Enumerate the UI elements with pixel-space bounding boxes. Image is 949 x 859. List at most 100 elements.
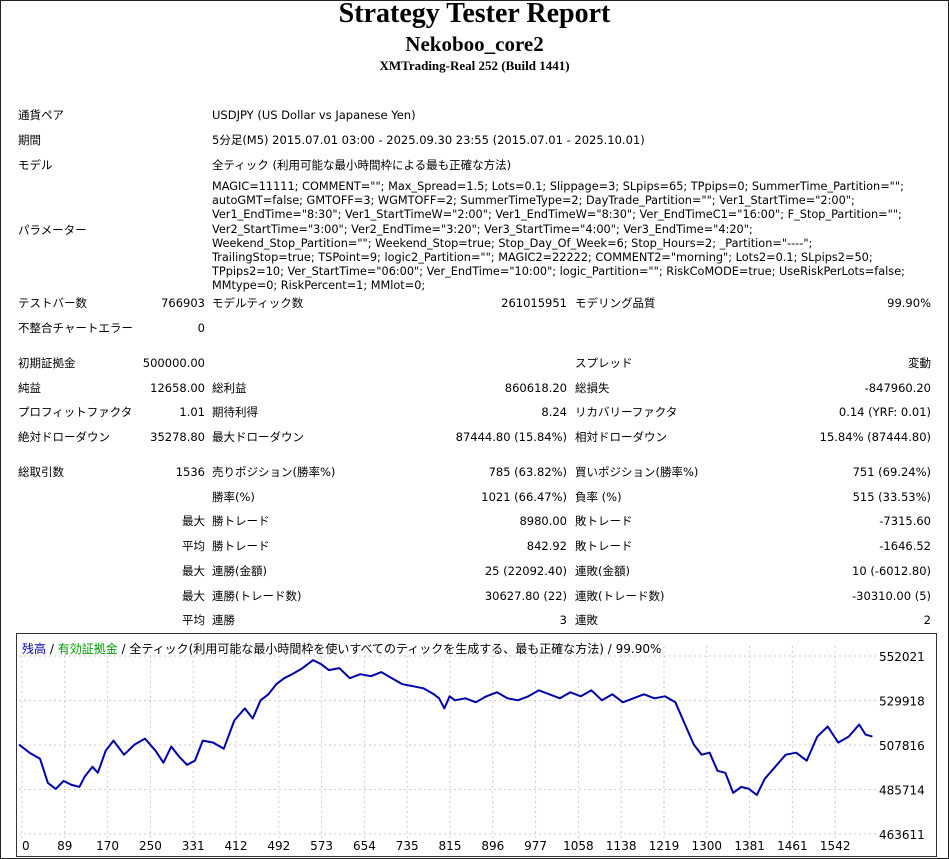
model-label: モデル (18, 158, 53, 172)
short-label: 売りポジション(勝率%) (212, 465, 336, 479)
period-value: 5分足(M5) 2015.07.01 03:00 - 2025.09.30 23… (212, 133, 645, 147)
largest-loss-label: 敗トレード (575, 514, 633, 528)
x-tick-label: 1300 (692, 839, 723, 853)
x-tick-label: 1381 (734, 839, 765, 853)
bars-label: テストバー数 (18, 296, 87, 310)
max-cons-losses-value: 10 (-6012.80) (852, 564, 931, 578)
legend-sep: / (46, 642, 58, 656)
max-cons-wins-value: 25 (22092.40) (484, 564, 567, 578)
recovery-label: リカバリーファクタ (575, 405, 678, 419)
x-tick-label: 0 (22, 839, 30, 853)
legend-balance: 残高 (22, 642, 47, 656)
x-tick-label: 89 (57, 839, 72, 853)
gross-profit-label: 総利益 (212, 381, 247, 395)
x-tick-label: 654 (353, 839, 376, 853)
loss-rate-label: 負率 (%) (575, 490, 622, 504)
max-cons-loss-value: -30310.00 (5) (852, 589, 931, 603)
largest-loss-value: -7315.60 (879, 514, 931, 528)
mismatch-value: 0 (197, 321, 205, 335)
pf-label: プロフィットファクタ (18, 405, 133, 419)
x-tick-label: 735 (396, 839, 419, 853)
avg-loss-label: 敗トレード (575, 539, 633, 553)
x-tick-label: 170 (96, 839, 119, 853)
spread-value: 変動 (908, 356, 931, 370)
symbol-label: 通貨ペア (18, 108, 64, 122)
max-cons-losses-label: 連敗(金額) (575, 564, 630, 578)
legend-rest: 全ティック(利用可能な最小時間枠を使いすべてのティックを生成する、最も正確な方法… (129, 642, 662, 656)
max-prefix: 最大 (182, 589, 205, 603)
loss-rate-value: 515 (33.53%) (852, 490, 931, 504)
long-label: 買いポジション(勝率%) (575, 465, 699, 479)
params-value: MAGIC=11111; COMMENT=""; Max_Spread=1.5;… (212, 180, 905, 293)
spread-label: スプレッド (575, 356, 633, 370)
mismatch-label: 不整合チャートエラー (18, 321, 133, 335)
report-title: Strategy Tester Report (338, 0, 611, 29)
avg-cons-wins-label: 連勝 (212, 613, 235, 627)
period-label: 期間 (18, 133, 41, 147)
y-tick-label: 485714 (879, 784, 925, 798)
x-tick-label: 1461 (777, 839, 808, 853)
abs-dd-value: 35278.80 (150, 430, 205, 444)
x-tick-label: 896 (481, 839, 504, 853)
chart-svg: 0 89 170 250 331 412 492 573 654 735 815 896 977 1058… (18, 646, 925, 853)
bars-value: 766903 (161, 296, 205, 310)
chart-legend: 残高 / 有効証拠金 / 全ティック(利用可能な最小時間枠を使いすべてのティック… (22, 640, 661, 657)
model-value: 全ティック (利用可能な最小時間枠による最も正確な方法) (212, 158, 512, 172)
balance-chart: 0 89 170 250 331 412 492 573 654 735 815 896 977 1058… (16, 633, 937, 857)
rel-dd-label: 相対ドローダウン (575, 430, 667, 444)
max-cons-loss-label: 連敗(トレード数) (575, 589, 665, 603)
win-rate-label: 勝率(%) (212, 490, 255, 504)
max-cons-profit-label: 連勝(トレード数) (212, 589, 302, 603)
max-dd-value: 87444.80 (15.84%) (455, 430, 567, 444)
largest-win-label: 勝トレード (212, 514, 270, 528)
long-value: 751 (69.24%) (852, 465, 931, 479)
x-tick-label: 977 (524, 839, 547, 853)
gross-loss-label: 総損失 (575, 381, 610, 395)
avg-win-label: 勝トレード (212, 539, 270, 553)
y-tick-label: 507816 (879, 739, 925, 753)
avg-win-value: 842.92 (526, 539, 567, 553)
symbol-value: USDJPY (US Dollar vs Japanese Yen) (212, 108, 416, 122)
x-tick-label: 331 (182, 839, 205, 853)
max-dd-label: 最大ドローダウン (212, 430, 304, 444)
avg-prefix: 平均 (182, 613, 205, 627)
avg-cons-losses-label: 連敗 (575, 613, 598, 627)
x-tick-label: 1219 (649, 839, 680, 853)
max-prefix: 最大 (182, 564, 205, 578)
params-label: パラメーター (18, 223, 87, 237)
x-tick-label: 412 (225, 839, 248, 853)
quality-label: モデリング品質 (575, 296, 656, 310)
y-tick-label: 552021 (879, 650, 925, 664)
avg-prefix: 平均 (182, 539, 205, 553)
y-tick-label: 463611 (879, 828, 925, 842)
max-cons-wins-label: 連勝(金額) (212, 564, 267, 578)
win-rate-value: 1021 (66.47%) (481, 490, 567, 504)
deposit-value: 500000.00 (142, 356, 205, 370)
x-tick-label: 573 (310, 839, 333, 853)
avg-loss-value: -1646.52 (879, 539, 931, 553)
pf-value: 1.01 (179, 405, 205, 419)
x-tick-label: 492 (267, 839, 290, 853)
recovery-value: 0.14 (YRF: 0.01) (838, 405, 931, 419)
avg-cons-wins-value: 3 (559, 613, 567, 627)
net-value: 12658.00 (150, 381, 205, 395)
expected-label: 期待利得 (212, 405, 258, 419)
quality-value: 99.90% (887, 296, 931, 310)
rel-dd-value: 15.84% (87444.80) (819, 430, 931, 444)
server-build: XMTrading-Real 252 (Build 1441) (379, 58, 570, 73)
deposit-label: 初期証拠金 (18, 356, 76, 370)
abs-dd-label: 絶対ドローダウン (18, 430, 110, 444)
ticks-label: モデルティック数 (212, 296, 304, 310)
x-tick-label: 1058 (563, 839, 594, 853)
net-label: 純益 (18, 381, 41, 395)
ticks-value: 261015951 (501, 296, 567, 310)
max-prefix: 最大 (182, 514, 205, 528)
legend-equity: 有効証拠金 (57, 642, 118, 656)
gross-loss-value: -847960.20 (864, 381, 931, 395)
expected-value: 8.24 (541, 405, 567, 419)
ea-name: Nekoboo_core2 (405, 32, 544, 56)
x-tick-label: 815 (439, 839, 462, 853)
largest-win-value: 8980.00 (519, 514, 567, 528)
short-value: 785 (63.82%) (488, 465, 567, 479)
gross-profit-value: 860618.20 (504, 381, 567, 395)
